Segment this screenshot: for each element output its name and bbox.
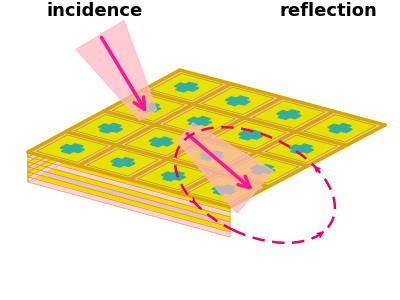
Polygon shape	[202, 87, 274, 115]
Polygon shape	[227, 156, 298, 183]
Polygon shape	[28, 167, 230, 227]
Text: reflection: reflection	[279, 2, 377, 20]
Polygon shape	[201, 151, 223, 160]
Polygon shape	[28, 177, 230, 237]
Polygon shape	[177, 123, 273, 213]
Polygon shape	[28, 90, 180, 177]
Polygon shape	[289, 145, 314, 153]
Polygon shape	[28, 85, 180, 172]
Polygon shape	[253, 101, 325, 128]
Polygon shape	[188, 176, 260, 204]
Polygon shape	[200, 152, 224, 160]
Polygon shape	[100, 123, 121, 133]
Polygon shape	[61, 144, 83, 153]
Polygon shape	[252, 165, 274, 174]
Polygon shape	[250, 165, 275, 173]
Polygon shape	[328, 124, 352, 133]
Polygon shape	[138, 103, 160, 112]
Polygon shape	[174, 83, 199, 91]
Polygon shape	[28, 162, 230, 222]
Polygon shape	[87, 149, 158, 176]
Polygon shape	[28, 80, 180, 167]
Polygon shape	[304, 115, 376, 142]
Polygon shape	[164, 108, 235, 135]
Polygon shape	[215, 122, 286, 149]
Polygon shape	[278, 110, 300, 119]
Polygon shape	[150, 137, 172, 147]
Polygon shape	[277, 110, 301, 119]
Polygon shape	[149, 138, 173, 146]
Polygon shape	[37, 135, 108, 162]
Polygon shape	[111, 158, 135, 166]
Polygon shape	[212, 186, 236, 194]
Polygon shape	[188, 117, 210, 126]
Polygon shape	[98, 124, 122, 132]
Polygon shape	[28, 75, 180, 162]
Polygon shape	[266, 135, 337, 163]
Polygon shape	[290, 144, 312, 154]
Polygon shape	[28, 70, 180, 157]
Polygon shape	[113, 94, 184, 121]
Polygon shape	[28, 172, 230, 232]
Polygon shape	[138, 162, 209, 190]
Polygon shape	[329, 124, 351, 133]
Polygon shape	[28, 157, 230, 217]
Polygon shape	[28, 70, 385, 207]
Polygon shape	[28, 152, 230, 212]
Polygon shape	[28, 95, 180, 182]
Polygon shape	[227, 96, 249, 106]
Polygon shape	[161, 172, 186, 180]
Polygon shape	[226, 97, 250, 105]
Polygon shape	[75, 114, 146, 142]
Polygon shape	[240, 130, 262, 140]
Polygon shape	[238, 131, 263, 139]
Polygon shape	[213, 185, 235, 195]
Polygon shape	[162, 171, 184, 181]
Polygon shape	[136, 103, 161, 112]
Polygon shape	[176, 142, 248, 169]
Polygon shape	[112, 158, 134, 167]
Text: incidence: incidence	[47, 2, 143, 20]
Polygon shape	[60, 145, 84, 153]
Polygon shape	[151, 74, 222, 101]
Polygon shape	[76, 21, 156, 120]
Polygon shape	[176, 82, 198, 92]
Polygon shape	[187, 117, 212, 125]
Polygon shape	[126, 128, 197, 156]
